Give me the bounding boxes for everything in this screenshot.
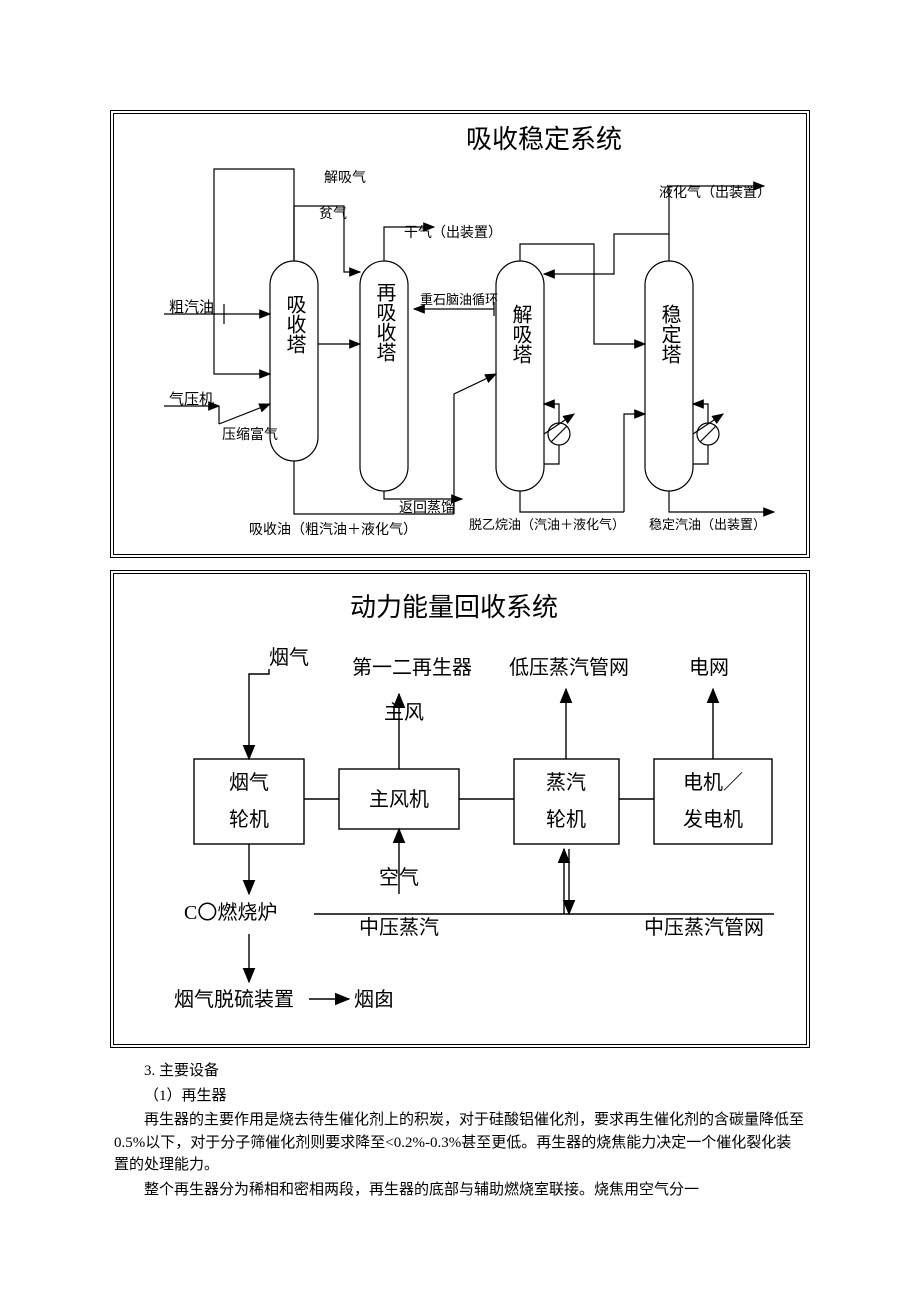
svg-text:主风机: 主风机 — [369, 788, 429, 811]
lbl-xishouyou: 吸收油（粗汽油＋液化气） — [249, 522, 417, 538]
tower-desorber-label: 解吸塔 — [509, 304, 532, 364]
diagram1-svg: 吸收稳定系统 吸收塔 再吸收塔 解吸塔 稳定塔 — [114, 114, 802, 546]
t-air: 空气 — [379, 866, 419, 889]
t-zhufeng: 主风 — [384, 701, 424, 724]
tower-stabilizer: 稳定塔 — [645, 261, 693, 491]
svg-text:轮机: 轮机 — [229, 808, 269, 831]
arrow-flue-in — [249, 669, 269, 759]
body-text: 3. 主要设备 （1）再生器 再生器的主要作用是烧去待生催化剂上的积炭，对于硅酸… — [110, 1060, 810, 1201]
heading-equipment: 3. 主要设备 — [114, 1060, 806, 1083]
tower-reabsorber: 再吸收塔 — [360, 261, 408, 491]
box-main-blower: 主风机 — [339, 769, 459, 829]
box-motor-generator: 电机／ 发电机 — [654, 759, 772, 844]
t-yanqi: 烟气 — [269, 646, 309, 669]
lbl-jiexiqi: 解吸气 — [324, 170, 366, 186]
lbl-zhongshi: 重石脑油循环 — [420, 292, 498, 307]
lbl-wending: 稳定汽油（出装置） — [649, 517, 766, 532]
heading-regenerator: （1）再生器 — [114, 1085, 806, 1108]
tower-stabilizer-label: 稳定塔 — [658, 304, 681, 364]
lbl-fanhui: 返回蒸馏 — [399, 500, 455, 516]
box-steam-turbine: 蒸汽 轮机 — [514, 759, 619, 844]
line-stable-gasoline — [669, 491, 774, 512]
lbl-ganqi: 干气（出装置） — [404, 225, 502, 241]
tower-absorber-char1: 吸收塔 — [283, 294, 306, 354]
t-mpsteam: 中压蒸汽 — [359, 916, 439, 939]
svg-text:轮机: 轮机 — [546, 808, 586, 831]
lbl-yasuo: 压缩富气 — [222, 426, 278, 443]
svg-text:烟气: 烟气 — [229, 771, 269, 794]
tower-desorber: 解吸塔 — [496, 261, 544, 491]
t-regen: 第一二再生器 — [352, 656, 472, 679]
svg-text:电机／: 电机／ — [683, 771, 743, 794]
lbl-tuoyiwan: 脱乙烷油（汽油＋液化气） — [469, 517, 625, 532]
lbl-cuqiyou: 粗汽油 — [169, 299, 214, 316]
page: 吸收稳定系统 吸收塔 再吸收塔 解吸塔 稳定塔 — [0, 0, 920, 1302]
para-regenerator: 再生器的主要作用是烧去待生催化剂上的积炭，对于硅酸铝催化剂，要求再生催化剂的含碳… — [114, 1109, 806, 1177]
lbl-yehuaqi: 液化气（出装置） — [659, 185, 771, 201]
t-grid: 电网 — [689, 656, 729, 679]
box-flue-turbine: 烟气 轮机 — [194, 759, 304, 844]
t-lpsteam: 低压蒸汽管网 — [509, 656, 629, 679]
t-stack: 烟囱 — [354, 988, 394, 1011]
t-desulf: 烟气脱硫装置 — [174, 988, 294, 1011]
svg-text:蒸汽: 蒸汽 — [546, 771, 586, 794]
diagram1-title: 吸收稳定系统 — [466, 125, 622, 154]
para-regenerator-2: 整个再生器分为稀相和密相两段，再生器的底部与辅助燃烧室联接。烧焦用空气分一 — [114, 1179, 806, 1202]
line-deethanized — [520, 491, 624, 512]
tower-reabsorber-label: 再吸收塔 — [373, 282, 396, 362]
diagram2-title: 动力能量回收系统 — [350, 593, 558, 622]
svg-text:发电机: 发电机 — [683, 808, 743, 831]
line-return-distill — [384, 491, 462, 499]
t-mpnet: 中压蒸汽管网 — [644, 916, 764, 939]
lbl-qiyaji: 气压机 — [169, 391, 214, 408]
t-co: C〇燃烧炉 — [184, 901, 277, 924]
diagram2-svg: 动力能量回收系统 烟气 轮机 主风机 蒸汽 轮机 电机／ 发电机 — [114, 574, 802, 1036]
energy-recovery-diagram: 动力能量回收系统 烟气 轮机 主风机 蒸汽 轮机 电机／ 发电机 — [110, 570, 810, 1048]
lbl-pinqi: 贫气 — [319, 206, 347, 222]
absorption-system-diagram: 吸收稳定系统 吸收塔 再吸收塔 解吸塔 稳定塔 — [110, 110, 810, 558]
